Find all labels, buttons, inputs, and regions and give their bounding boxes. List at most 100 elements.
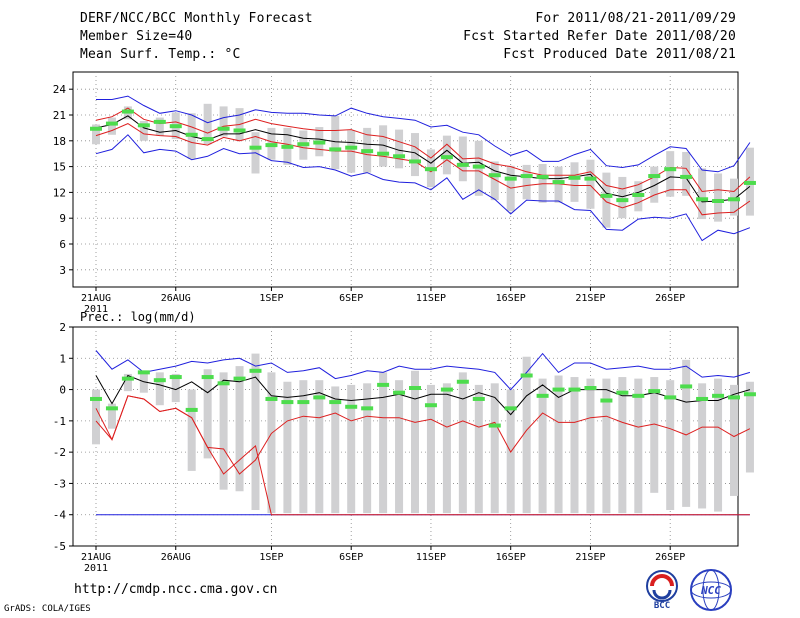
- prec-iqr-box: [570, 377, 579, 514]
- source-url[interactable]: http://cmdp.ncc.cma.gov.cn: [74, 582, 278, 597]
- prec-median-mark: [313, 395, 326, 400]
- temp-iqr-box: [155, 117, 164, 136]
- temp-median-mark: [472, 164, 485, 169]
- temp-iqr-box: [107, 117, 116, 135]
- prec-median-mark: [504, 406, 517, 411]
- temp-lower-line: [95, 123, 751, 216]
- temp-xtick-label: 26AUG: [161, 293, 191, 304]
- temp-median-mark: [313, 140, 326, 145]
- temp-median-mark: [504, 176, 517, 181]
- prec-iqr-box: [123, 373, 132, 392]
- temp-max-line: [96, 95, 751, 173]
- temp-iqr-box: [570, 162, 579, 202]
- prec-iqr-box: [171, 373, 180, 403]
- temp-median-mark: [536, 174, 549, 179]
- prec-ytick-label: 0: [59, 384, 66, 397]
- prec-iqr-box: [219, 372, 228, 490]
- prec-median-mark: [185, 407, 198, 412]
- ncc-logo: NCC: [690, 569, 732, 611]
- start-ref-date: Fcst Started Refer Date 2011/08/20: [463, 29, 736, 44]
- prec-median-mark: [568, 387, 581, 392]
- prec-median-mark: [201, 375, 214, 380]
- prec-median-mark: [680, 384, 693, 389]
- temp-median-mark: [664, 167, 677, 172]
- prec-ytick-label: -5: [53, 540, 66, 553]
- prec-median-mark: [536, 393, 549, 398]
- prec-iqr-box: [203, 369, 212, 459]
- temp-median-mark: [743, 180, 756, 185]
- prec-iqr-box: [538, 378, 547, 514]
- prec-panel: -5 -4 -3 -2 -1 0 1 2 21AUG 26AUG 1SEP 6SEP 11SEP 16SE…: [53, 321, 756, 574]
- prec-median-mark: [424, 403, 437, 408]
- prec-iqr-box: [267, 372, 276, 514]
- prec-iqr-box: [714, 378, 723, 512]
- temp-median-mark: [217, 126, 230, 131]
- prec-xtick-label: 26SEP: [655, 552, 685, 563]
- temp-median-mark: [361, 149, 374, 154]
- prec-iqr-box: [92, 389, 100, 445]
- prec-median-mark: [281, 400, 294, 405]
- temp-iqr-box: [203, 103, 212, 145]
- prec-iqr-box: [490, 383, 499, 514]
- prec-ytick-label: -1: [53, 415, 66, 428]
- prec-year-label: 2011: [84, 563, 108, 574]
- prec-median-mark: [743, 392, 756, 397]
- produced-date: Fcst Produced Date 2011/08/21: [503, 47, 736, 62]
- bcc-logo-text: BCC: [654, 601, 670, 610]
- prec-ytick-label: -3: [53, 477, 66, 490]
- prec-median-mark: [728, 395, 740, 400]
- prec-median-mark: [105, 406, 118, 411]
- temp-median-mark: [584, 176, 597, 181]
- temp-iqr-box: [331, 115, 340, 170]
- temp-xtick-label: 6SEP: [339, 293, 363, 304]
- temp-iqr-box: [666, 151, 675, 197]
- temp-ytick-label: 6: [59, 238, 66, 251]
- prec-iqr-box: [395, 380, 404, 514]
- prec-median-mark: [121, 376, 134, 381]
- temp-median-mark: [249, 145, 262, 150]
- prec-xtick-label: 1SEP: [259, 552, 283, 563]
- temp-median-mark: [552, 180, 565, 185]
- temp-median-mark: [201, 137, 214, 142]
- prec-iqr-box: [363, 383, 372, 514]
- prec-ytick-label: 2: [59, 321, 66, 334]
- temp-xtick-label: 21SEP: [575, 293, 605, 304]
- prec-iqr-box: [554, 375, 563, 514]
- prec-iqr-box: [235, 366, 244, 492]
- temp-iqr-box: [554, 166, 563, 203]
- prec-iqr-box: [650, 377, 659, 493]
- prec-median-mark: [696, 396, 709, 401]
- temp-iqr-box: [618, 176, 627, 219]
- temp-median-mark: [121, 109, 134, 114]
- prec-median-mark: [90, 396, 102, 401]
- prec-xtick-label: 6SEP: [339, 552, 363, 563]
- temp-median-mark: [520, 174, 533, 179]
- prec-median-mark: [233, 376, 246, 381]
- temp-iqr-box: [586, 159, 595, 209]
- temp-ytick-label: 9: [59, 212, 66, 225]
- bcc-logo: BCC: [646, 570, 678, 610]
- prec-median-mark: [409, 386, 421, 391]
- prec-median-mark: [472, 396, 485, 401]
- prec-lower-line: [95, 395, 750, 516]
- temp-median-mark: [105, 121, 118, 126]
- forecast-period: For 2011/08/21-2011/09/29: [535, 11, 736, 26]
- prec-xtick-label: 16SEP: [496, 552, 526, 563]
- temp-iqr-box: [139, 121, 148, 141]
- prec-median-mark: [600, 398, 613, 403]
- temp-median-mark: [377, 151, 390, 156]
- temp-iqr-box: [714, 173, 723, 222]
- prec-median-mark: [712, 393, 725, 398]
- temp-median-mark: [696, 197, 709, 202]
- prec-median-mark: [361, 406, 374, 411]
- temp-year-label: 2011: [84, 304, 108, 315]
- temp-median-mark: [345, 145, 358, 150]
- variable-label: Mean Surf. Temp.: °C: [80, 47, 241, 62]
- temp-ytick-label: 24: [53, 83, 67, 96]
- prec-iqr-box: [426, 384, 435, 514]
- prec-median-mark: [440, 387, 453, 392]
- temp-xtick-label: 16SEP: [496, 293, 526, 304]
- prec-iqr-box: [458, 372, 467, 514]
- temp-iqr-box: [92, 124, 100, 145]
